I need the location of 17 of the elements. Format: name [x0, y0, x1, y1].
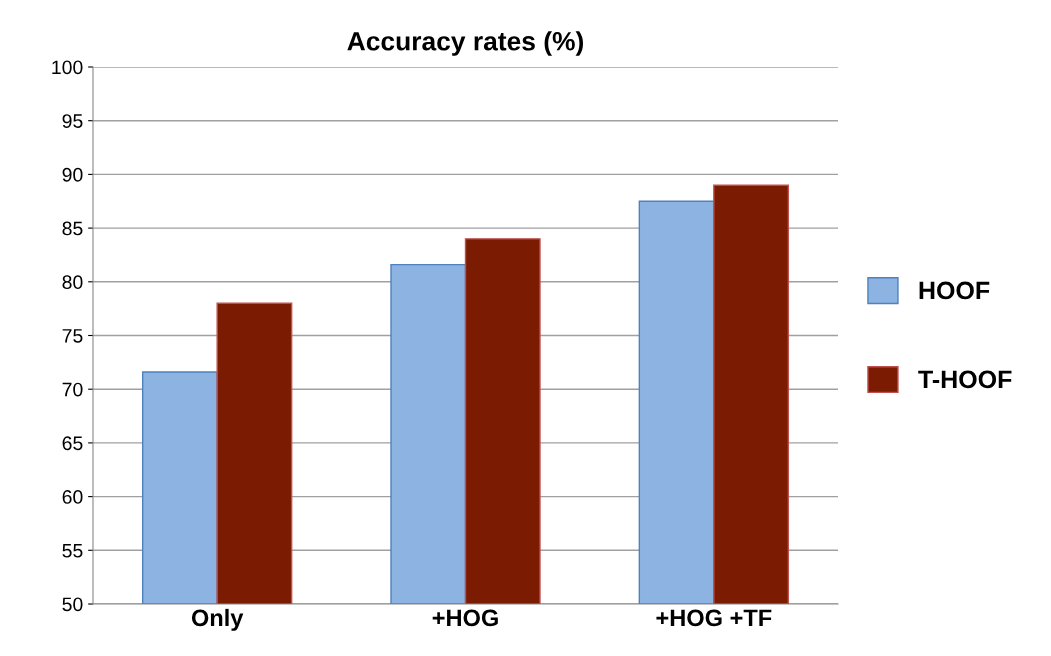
y-tick-label: 80	[62, 275, 83, 290]
x-tick-label: +HOG	[432, 609, 498, 627]
y-tick-label: 70	[62, 382, 83, 397]
y-tick-label: 85	[62, 221, 83, 236]
y-tick-label: 60	[62, 490, 83, 504]
y-tick-label: 75	[62, 329, 83, 343]
y-tick-label: 65	[62, 436, 83, 451]
chart-title: Accuracy rates (%)	[347, 31, 583, 56]
y-tick-label: 50	[62, 597, 83, 612]
x-tick-label: Only	[191, 608, 244, 631]
y-tick-label: 100	[52, 60, 83, 75]
y-tick-label: 90	[62, 167, 83, 182]
legend-label: T-HOOF	[918, 370, 1012, 389]
y-tick-label: 55	[62, 543, 83, 558]
legend-label: HOOF	[919, 281, 990, 300]
x-tick-label: +HOG +TF	[656, 609, 772, 627]
y-tick-label: 95	[62, 114, 83, 128]
